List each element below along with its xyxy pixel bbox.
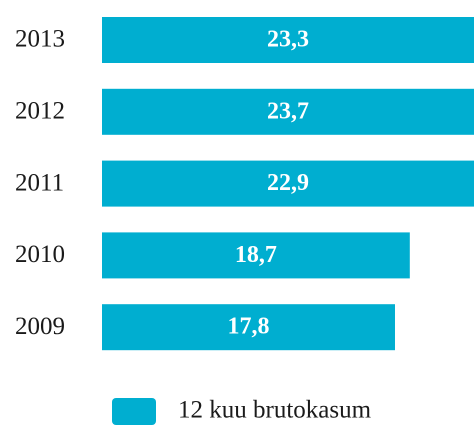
bar [102, 304, 395, 351]
bar [102, 160, 474, 207]
legend-label: 12 kuu brutokasum [178, 397, 372, 424]
data-label: 23,3 [267, 27, 309, 53]
bar [102, 17, 474, 63]
bar [102, 88, 474, 135]
data-label: 17,8 [227, 314, 269, 340]
y-tick-label: 2011 [15, 169, 64, 196]
data-label: 23,7 [267, 98, 309, 124]
legend-swatch [112, 398, 156, 425]
y-tick-label: 2012 [15, 98, 65, 125]
y-tick-label: 2010 [15, 241, 65, 268]
data-label: 22,9 [267, 170, 309, 196]
data-label: 18,7 [235, 242, 277, 268]
y-tick-label: 2013 [15, 26, 65, 53]
y-tick-label: 2009 [15, 313, 65, 340]
bar [102, 232, 410, 279]
